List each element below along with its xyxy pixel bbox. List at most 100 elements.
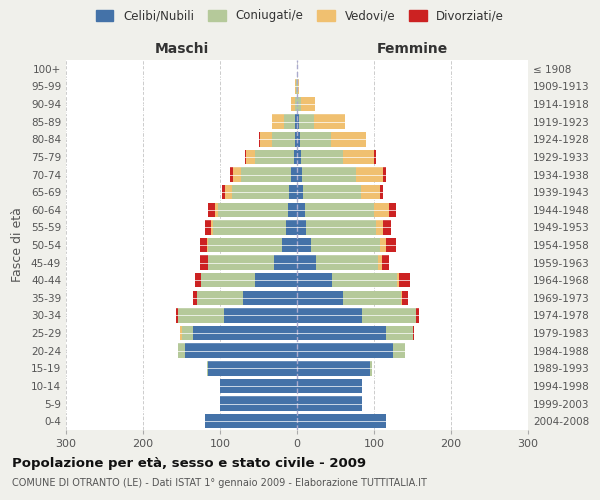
Bar: [302, 168, 356, 181]
Bar: [256, 150, 294, 164]
Bar: [386, 238, 395, 252]
Bar: [297, 220, 306, 234]
Bar: [297, 79, 298, 94]
Bar: [200, 256, 208, 270]
Bar: [260, 132, 272, 146]
Bar: [386, 326, 413, 340]
Bar: [298, 79, 299, 94]
Bar: [297, 396, 362, 411]
Bar: [378, 256, 382, 270]
Bar: [383, 220, 391, 234]
Bar: [295, 132, 297, 146]
Bar: [176, 308, 178, 322]
Bar: [207, 238, 208, 252]
Bar: [389, 202, 395, 217]
Bar: [297, 361, 370, 376]
Bar: [284, 114, 295, 129]
Bar: [208, 256, 274, 270]
Bar: [297, 273, 332, 287]
Bar: [205, 414, 297, 428]
Bar: [311, 238, 380, 252]
Bar: [254, 273, 297, 287]
Bar: [288, 202, 297, 217]
Bar: [246, 150, 256, 164]
Bar: [295, 97, 297, 112]
Bar: [297, 202, 305, 217]
Bar: [393, 344, 405, 358]
Bar: [205, 220, 211, 234]
Bar: [374, 150, 376, 164]
Bar: [297, 150, 301, 164]
Y-axis label: Fasce di età: Fasce di età: [11, 208, 24, 282]
Bar: [208, 361, 297, 376]
Bar: [362, 308, 416, 322]
Text: COMUNE DI OTRANTO (LE) - Dati ISTAT 1° gennaio 2009 - Elaborazione TUTTITALIA.IT: COMUNE DI OTRANTO (LE) - Dati ISTAT 1° g…: [12, 478, 427, 488]
Bar: [374, 202, 389, 217]
Bar: [365, 132, 366, 146]
Bar: [182, 326, 193, 340]
Bar: [220, 396, 297, 411]
Bar: [218, 202, 288, 217]
Bar: [295, 79, 296, 94]
Bar: [295, 114, 297, 129]
Bar: [272, 114, 284, 129]
Bar: [243, 290, 297, 305]
Bar: [361, 185, 380, 200]
Bar: [402, 290, 408, 305]
Bar: [401, 290, 402, 305]
Bar: [303, 185, 361, 200]
Bar: [297, 97, 301, 112]
Bar: [297, 185, 303, 200]
Bar: [207, 361, 208, 376]
Bar: [297, 290, 343, 305]
Bar: [178, 344, 185, 358]
Bar: [241, 168, 291, 181]
Bar: [180, 326, 182, 340]
Bar: [398, 273, 410, 287]
Bar: [331, 132, 365, 146]
Bar: [297, 132, 300, 146]
Bar: [224, 308, 297, 322]
Bar: [193, 326, 297, 340]
Bar: [232, 185, 289, 200]
Bar: [397, 273, 398, 287]
Bar: [301, 97, 315, 112]
Bar: [297, 114, 299, 129]
Bar: [380, 238, 386, 252]
Bar: [297, 326, 386, 340]
Bar: [343, 290, 401, 305]
Legend: Celibi/Nubili, Coniugati/e, Vedovi/e, Divorziati/e: Celibi/Nubili, Coniugati/e, Vedovi/e, Di…: [92, 6, 508, 26]
Bar: [294, 150, 297, 164]
Bar: [233, 168, 241, 181]
Bar: [314, 114, 345, 129]
Bar: [413, 326, 414, 340]
Bar: [272, 132, 295, 146]
Bar: [274, 256, 297, 270]
Bar: [221, 185, 226, 200]
Bar: [356, 168, 383, 181]
Bar: [305, 202, 374, 217]
Bar: [226, 185, 232, 200]
Bar: [370, 361, 371, 376]
Bar: [213, 220, 286, 234]
Bar: [208, 238, 281, 252]
Bar: [220, 378, 297, 393]
Bar: [306, 220, 376, 234]
Bar: [208, 202, 215, 217]
Bar: [201, 273, 254, 287]
Bar: [259, 132, 260, 146]
Bar: [230, 168, 233, 181]
Bar: [291, 168, 297, 181]
Bar: [297, 238, 311, 252]
Bar: [297, 168, 302, 181]
Bar: [289, 185, 297, 200]
Bar: [281, 238, 297, 252]
Text: Popolazione per età, sesso e stato civile - 2009: Popolazione per età, sesso e stato civil…: [12, 458, 366, 470]
Bar: [291, 97, 295, 112]
Text: Femmine: Femmine: [377, 42, 448, 56]
Bar: [197, 290, 243, 305]
Bar: [380, 185, 383, 200]
Bar: [215, 202, 218, 217]
Bar: [301, 150, 343, 164]
Text: Maschi: Maschi: [154, 42, 209, 56]
